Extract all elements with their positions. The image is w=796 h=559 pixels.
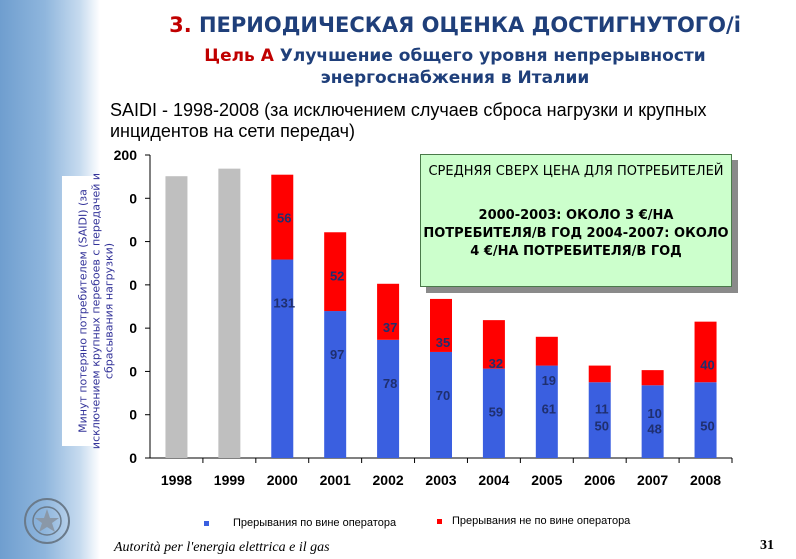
x-tick-label-2008: 2008 (690, 472, 721, 488)
x-tick-label-2000: 2000 (267, 472, 298, 488)
bar-external-2001 (324, 232, 347, 312)
y-tick-label: 0 (129, 190, 137, 206)
legend-item-external: Прерывания не по вине оператора (437, 515, 630, 527)
bar-total-1998 (165, 176, 188, 458)
bar-internal-2005 (535, 365, 558, 458)
data-label-internal-2008: 50 (700, 418, 714, 433)
bar-internal-2006 (588, 382, 611, 458)
bar-internal-2008 (694, 382, 717, 458)
data-label-internal-2006: 50 (594, 418, 608, 433)
y-tick-label: 0 (129, 234, 137, 250)
callout-title: СРЕДНЯЯ СВЕРХ ЦЕНА ДЛЯ ПОТРЕБИТЕЛЕЙ (428, 164, 724, 179)
bar-internal-2000 (271, 259, 294, 458)
data-label-internal-2002: 78 (383, 376, 397, 391)
x-tick-label-2003: 2003 (425, 472, 456, 488)
data-label-external-2000: 56 (277, 211, 291, 226)
legend-swatch-internal (204, 520, 209, 526)
data-label-internal-2003: 70 (436, 388, 450, 403)
y-axis-label-box: Минут потеряно потребителем (SAIDI) (за … (62, 173, 130, 449)
bar-external-2003 (430, 298, 452, 352)
chart-heading: SAIDI - 1998-2008 (за исключением случае… (110, 100, 707, 141)
y-axis-label: Минут потеряно потребителем (SAIDI) (за … (76, 172, 116, 450)
x-tick-label-2007: 2007 (637, 472, 668, 488)
bar-internal-2003 (430, 351, 452, 458)
y-tick-label: 0 (129, 363, 137, 379)
bar-external-2008 (694, 321, 717, 383)
x-tick-label-2002: 2002 (373, 472, 404, 488)
data-label-external-2003: 35 (436, 335, 450, 350)
bar-external-2002 (377, 283, 400, 340)
subtitle-line1: Улучшение общего уровня непрерывности (279, 46, 706, 66)
y-tick-label: 0 (129, 277, 137, 293)
y-tick-label: 0 (129, 407, 137, 423)
legend-label-internal: Прерывания по вине оператора (233, 517, 397, 529)
subtitle-line2: энергоснабжения в Италии (320, 68, 590, 88)
callout-body: 2000-2003: ОКОЛО 3 €/НА ПОТРЕБИТЕЛЯ/В ГО… (423, 208, 729, 259)
cost-callout-box: СРЕДНЯЯ СВЕРХ ЦЕНА ДЛЯ ПОТРЕБИТЕЛЕЙ 2000… (420, 154, 732, 287)
legend-item-internal: Прерывания по вине оператора (204, 517, 396, 529)
y-tick-label: 0 (129, 320, 137, 336)
data-label-external-2005: 19 (542, 373, 556, 388)
chart-bars (165, 168, 717, 458)
data-label-external-2001: 52 (330, 268, 344, 283)
x-tick-label-2004: 2004 (478, 472, 509, 488)
bar-external-2000 (271, 174, 294, 260)
legend-swatch-external (437, 518, 442, 524)
title-text: ПЕРИОДИЧЕСКАЯ ОЦЕНКА ДОСТИГНУТОГО/i (198, 13, 741, 37)
data-label-internal-2005: 61 (542, 402, 556, 417)
x-tick-label-2001: 2001 (320, 472, 351, 488)
x-tick-label-2005: 2005 (531, 472, 562, 488)
data-label-internal-2000: 131 (273, 296, 295, 311)
x-tick-label-1998: 1998 (161, 472, 192, 488)
bar-internal-2002 (377, 339, 400, 458)
slide-title: 3. ПЕРИОДИЧЕСКАЯ ОЦЕНКА ДОСТИГНУТОГО/i (110, 13, 796, 37)
data-label-internal-2004: 59 (489, 405, 503, 420)
y-tick-label: 200 (114, 147, 138, 163)
page-number: 31 (760, 538, 774, 553)
x-tick-label-2006: 2006 (584, 472, 615, 488)
data-label-external-2007: 10 (647, 406, 661, 421)
data-label-external-2006: 11 (595, 402, 609, 417)
slide-subtitle: Цель А Улучшение общего уровня непрерывн… (110, 45, 796, 89)
data-label-external-2002: 37 (383, 320, 397, 335)
bar-internal-2007 (641, 385, 664, 458)
footer-organization: Autorità per l'energia elettrica e il ga… (114, 540, 330, 555)
bar-total-1999 (218, 168, 241, 458)
data-label-internal-2001: 97 (330, 347, 344, 362)
x-tick-label-1999: 1999 (214, 472, 245, 488)
legend-label-external: Прерывания не по вине оператора (452, 515, 631, 527)
bar-external-2004 (482, 320, 505, 369)
data-label-external-2008: 40 (700, 358, 714, 373)
state-emblem-icon (24, 498, 70, 544)
bar-external-2007 (641, 370, 664, 386)
data-label-external-2004: 32 (489, 356, 503, 371)
y-tick-label: 0 (129, 450, 137, 466)
data-label-internal-2007: 48 (647, 421, 661, 436)
title-number: 3. (169, 13, 192, 37)
bar-external-2006 (588, 365, 611, 383)
subtitle-accent: Цель А (204, 46, 274, 66)
bar-internal-2004 (482, 368, 505, 458)
bar-internal-2001 (324, 311, 347, 458)
bar-external-2005 (535, 336, 558, 366)
